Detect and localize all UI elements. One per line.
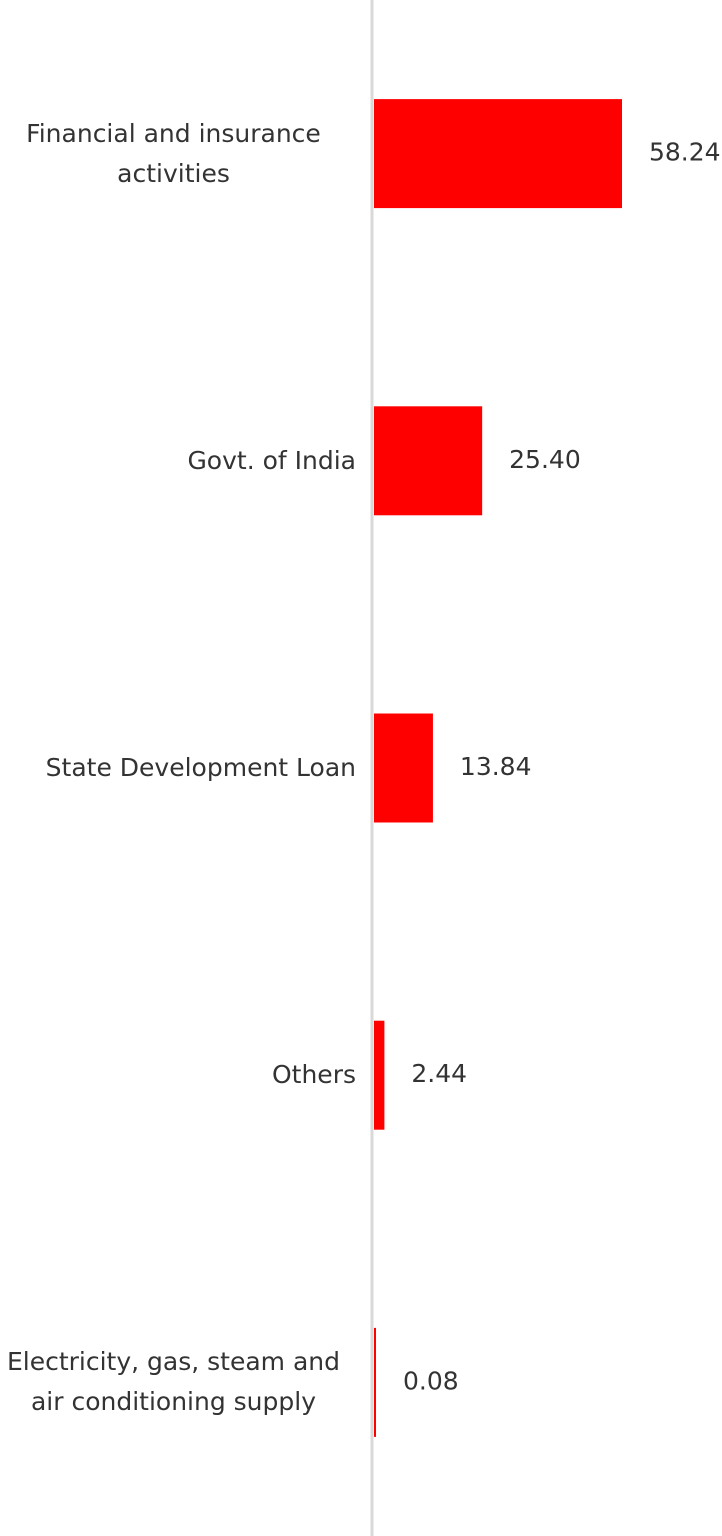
category-label: Electricity, gas, steam and air conditio… bbox=[0, 1322, 356, 1442]
bar bbox=[374, 406, 483, 516]
value-label: 13.84 bbox=[460, 752, 532, 781]
category-text: Financial and insurance activities bbox=[26, 118, 321, 188]
value-label: 2.44 bbox=[411, 1059, 467, 1088]
category-label: Financial and insurance activities bbox=[0, 94, 356, 214]
bar bbox=[374, 99, 622, 209]
category-label: Govt. of India bbox=[0, 401, 356, 521]
bar bbox=[374, 1327, 376, 1437]
category-text: State Development Loan bbox=[45, 753, 356, 782]
category-label: Others bbox=[0, 1015, 356, 1135]
value-label: 0.08 bbox=[403, 1366, 459, 1395]
category-text: Govt. of India bbox=[187, 445, 356, 475]
category-text: Electricity, gas, steam and air conditio… bbox=[6, 1347, 341, 1417]
category-label: State Development Loan bbox=[0, 708, 356, 828]
value-label: 58.24 bbox=[649, 138, 721, 167]
value-label: 25.40 bbox=[509, 445, 581, 474]
category-text: Others bbox=[271, 1060, 356, 1090]
bar bbox=[374, 713, 433, 823]
bar bbox=[374, 1020, 385, 1130]
